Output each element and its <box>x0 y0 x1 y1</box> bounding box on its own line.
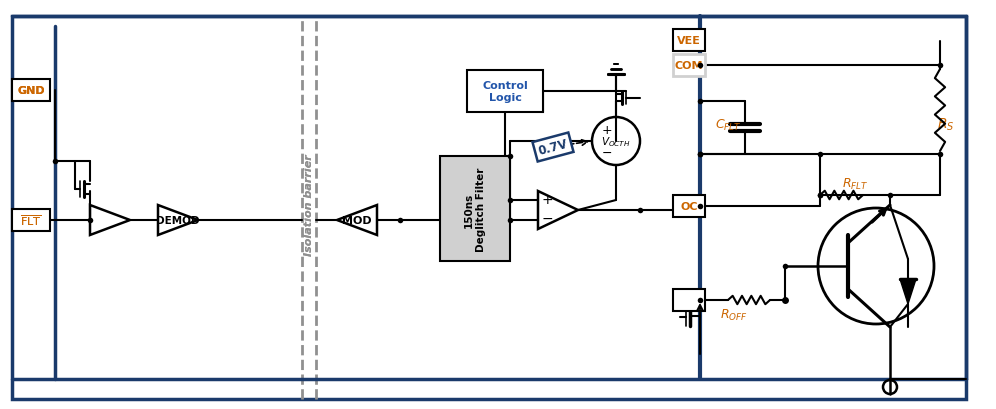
Bar <box>673 196 705 218</box>
Text: $\overline{\mathrm{FLT}}$: $\overline{\mathrm{FLT}}$ <box>20 213 42 228</box>
Text: OC: OC <box>680 202 698 211</box>
Bar <box>12 209 50 231</box>
Text: $R_S$: $R_S$ <box>937 117 955 133</box>
Bar <box>12 80 50 102</box>
Bar <box>673 55 705 77</box>
Text: +: + <box>541 193 553 207</box>
Text: DEMOD: DEMOD <box>156 216 200 225</box>
Text: $\overline{\mathrm{FLT}}$: $\overline{\mathrm{FLT}}$ <box>20 213 42 228</box>
Text: GND: GND <box>17 86 45 96</box>
Text: VEE: VEE <box>677 36 701 46</box>
Bar <box>673 289 705 311</box>
Text: $R_{OFF}$: $R_{OFF}$ <box>720 307 748 322</box>
Text: +: + <box>602 123 613 136</box>
Text: Isolation barrier: Isolation barrier <box>304 154 314 255</box>
Text: COM: COM <box>674 61 703 71</box>
Text: 150ns
Deglitch Filter: 150ns Deglitch Filter <box>464 167 486 252</box>
Polygon shape <box>900 279 916 304</box>
Text: Isolation barrier: Isolation barrier <box>304 154 314 255</box>
Text: Control
Logic: Control Logic <box>482 81 528 103</box>
Text: 0.7V: 0.7V <box>537 137 569 158</box>
Text: GND: GND <box>17 86 45 96</box>
Bar <box>440 157 510 261</box>
Text: $V_{OCTH}$: $V_{OCTH}$ <box>602 135 630 148</box>
Bar <box>673 30 705 52</box>
Text: $C_{FLT}$: $C_{FLT}$ <box>715 117 741 132</box>
Text: $-$: $-$ <box>602 145 613 158</box>
Bar <box>467 71 543 113</box>
Text: $R_{FLT}$: $R_{FLT}$ <box>842 176 869 191</box>
Text: MOD: MOD <box>343 216 372 225</box>
Text: $-$: $-$ <box>541 211 553 225</box>
